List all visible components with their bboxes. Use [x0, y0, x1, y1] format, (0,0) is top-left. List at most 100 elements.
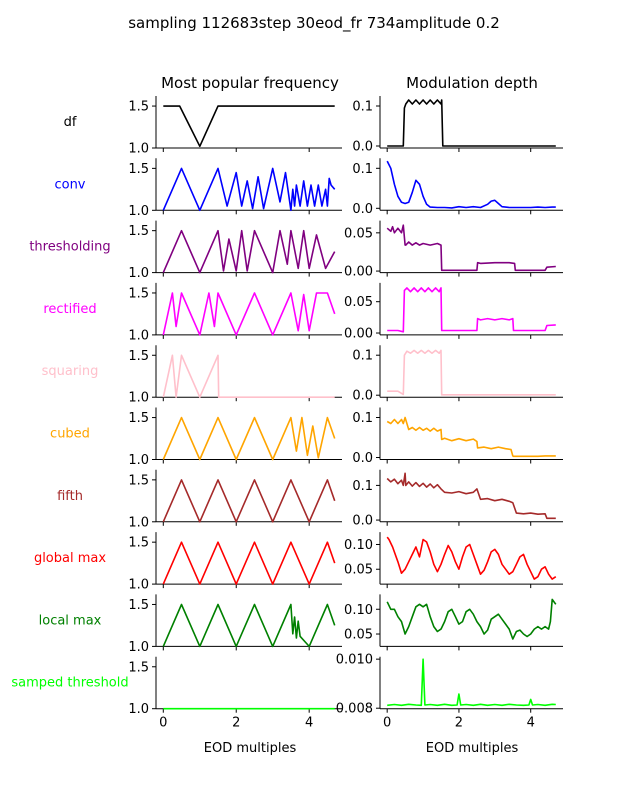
row-local-max: local max 1.0 1.5 0.05 0.10: [39, 594, 563, 655]
series-line: [386, 536, 557, 580]
y-tick-label: 0.10: [344, 538, 373, 553]
freq-panel: 1.0 1.5 0 2 4: [128, 656, 342, 731]
series-line: [386, 472, 556, 520]
y-tick-label: 1.0: [128, 640, 149, 655]
row-thresholding: thresholding 1.0 1.5 0.00 0.05: [29, 220, 563, 281]
y-tick-label: 0.1: [352, 162, 373, 177]
mod-panel: 0.00 0.05: [344, 282, 563, 342]
mod-panel: 0.0 0.1: [352, 469, 563, 529]
x-tick-label: 4: [305, 716, 313, 731]
row-label: df: [64, 115, 77, 130]
y-tick-label: 1.5: [128, 536, 149, 551]
y-tick-label: 1.0: [128, 515, 149, 530]
series-line: [162, 292, 336, 336]
y-tick-label: 1.5: [128, 473, 149, 488]
y-tick-label: 1.0: [128, 391, 149, 406]
row-label: thresholding: [29, 240, 110, 255]
series-line: [162, 354, 335, 399]
y-tick-label: 0.00: [344, 265, 373, 280]
x-tick-label: 0: [383, 716, 391, 731]
mod-panel: 0.0 0.1: [352, 345, 563, 404]
series-line: [162, 603, 336, 648]
panels: df 1.0 1.5 0.0 0.1 conv 1.0 1.5 0.0 0.1 thresholdi…: [11, 96, 563, 731]
figure-title: sampling 112683step 30eod_fr 734amplitud…: [128, 14, 500, 33]
series-line: [387, 287, 556, 333]
y-tick-label: 1.5: [128, 598, 149, 613]
row-label: squaring: [42, 364, 99, 379]
x-tick-label: 4: [527, 716, 535, 731]
series-line: [386, 416, 556, 458]
freq-panel: 1.0 1.5: [128, 282, 342, 343]
mod-panel: 0.0 0.1: [352, 407, 563, 466]
freq-panel: 1.0 1.5: [128, 345, 342, 406]
row-label: conv: [54, 177, 85, 192]
y-tick-label: 0.008: [336, 702, 373, 717]
y-tick-label: 0.10: [344, 603, 373, 618]
freq-panel: 1.0 1.5: [128, 96, 342, 157]
y-tick-label: 1.5: [128, 286, 149, 301]
series-line: [163, 105, 335, 148]
series-line: [387, 99, 556, 147]
series-line: [162, 229, 336, 274]
mod-panel: 0.05 0.10: [344, 594, 563, 651]
freq-panel: 1.0 1.5: [128, 220, 342, 281]
x-axis-label-modulation: EOD multiples: [426, 741, 519, 756]
y-tick-label: 1.5: [128, 660, 149, 675]
column-title-frequency: Most popular frequency: [161, 74, 339, 92]
x-tick-label: 0: [159, 716, 167, 731]
row-label: samped threshold: [11, 676, 128, 691]
row-squaring: squaring 1.0 1.5 0.0 0.1: [42, 345, 563, 406]
y-tick-label: 0.1: [352, 349, 373, 364]
freq-panel: 1.0 1.5: [128, 532, 342, 593]
y-tick-label: 0.1: [352, 479, 373, 494]
row-rectified: rectified 1.0 1.5 0.00 0.05: [43, 282, 563, 343]
y-tick-label: 1.0: [128, 702, 149, 717]
series-line: [387, 658, 556, 707]
y-tick-label: 0.1: [352, 100, 373, 115]
y-tick-label: 0.05: [344, 226, 373, 241]
mod-panel: 0.00 0.05: [344, 220, 563, 280]
series-line: [162, 416, 336, 461]
column-title-modulation: Modulation depth: [406, 74, 538, 92]
series-line: [387, 349, 556, 396]
row-cubed: cubed 1.0 1.5 0.0 0.1: [50, 407, 563, 468]
y-tick-label: 1.5: [128, 411, 149, 426]
row-label: global max: [34, 551, 106, 566]
series-line: [386, 598, 557, 640]
y-tick-label: 0.0: [352, 202, 373, 217]
freq-panel: 1.0 1.5: [128, 469, 342, 530]
y-tick-label: 0.05: [344, 563, 373, 578]
y-tick-label: 0.00: [344, 327, 373, 342]
y-tick-label: 0.0: [352, 389, 373, 404]
mod-panel: 0.008 0.010 0 2 4: [336, 653, 563, 731]
row-label: cubed: [50, 427, 90, 442]
y-tick-label: 1.0: [128, 578, 149, 593]
mod-panel: 0.05 0.10: [344, 532, 563, 589]
y-tick-label: 1.0: [128, 266, 149, 281]
series-line: [162, 479, 336, 523]
y-tick-label: 0.0: [352, 451, 373, 466]
freq-panel: 1.0 1.5: [128, 158, 342, 219]
x-tick-label: 2: [455, 716, 463, 731]
series-line: [162, 167, 336, 212]
row-global-max: global max 1.0 1.5 0.05 0.10: [34, 532, 563, 593]
row-fifth: fifth 1.0 1.5 0.0 0.1: [57, 469, 563, 530]
x-tick-label: 2: [232, 716, 240, 731]
y-tick-label: 0.1: [352, 411, 373, 426]
y-tick-label: 0.010: [336, 653, 373, 668]
row-label: rectified: [43, 302, 96, 317]
row-conv: conv 1.0 1.5 0.0 0.1: [54, 158, 563, 219]
series-line: [386, 160, 556, 209]
y-tick-label: 1.5: [128, 224, 149, 239]
y-tick-label: 1.5: [128, 100, 149, 115]
freq-panel: 1.0 1.5: [128, 594, 342, 655]
row-label: fifth: [57, 489, 83, 504]
series-line: [386, 224, 556, 272]
mod-panel: 0.0 0.1: [352, 158, 563, 217]
y-tick-label: 0.0: [352, 140, 373, 155]
y-tick-label: 1.5: [128, 349, 149, 364]
row-df: df 1.0 1.5 0.0 0.1: [64, 96, 563, 157]
y-tick-label: 1.0: [128, 453, 149, 468]
